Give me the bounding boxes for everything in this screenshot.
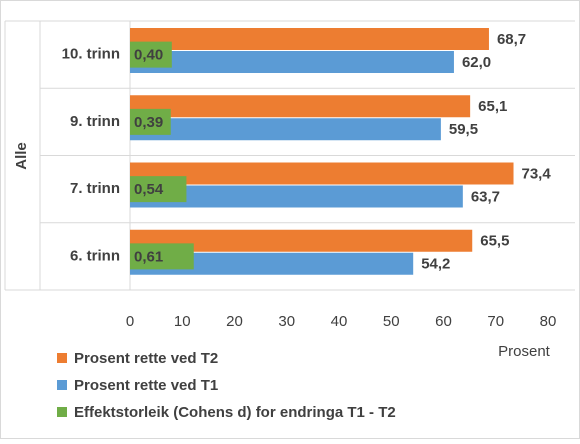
value-label: 0,61 bbox=[134, 248, 163, 265]
x-axis-label: Prosent bbox=[498, 343, 551, 360]
bar bbox=[130, 41, 172, 68]
x-tick-label: 30 bbox=[278, 313, 295, 330]
value-label: 0,39 bbox=[134, 114, 163, 131]
value-label: 65,1 bbox=[478, 98, 507, 115]
bar bbox=[130, 108, 171, 135]
legend-swatch bbox=[57, 353, 67, 363]
value-label: 54,2 bbox=[421, 256, 450, 273]
legend-label: Prosent rette ved T1 bbox=[74, 377, 218, 394]
category-label: 10. trinn bbox=[62, 46, 120, 63]
bar bbox=[130, 28, 489, 50]
legend-swatch bbox=[57, 407, 67, 417]
x-tick-label: 80 bbox=[540, 313, 557, 330]
value-label: 62,0 bbox=[462, 54, 491, 71]
value-label: 0,54 bbox=[134, 181, 164, 198]
x-tick-label: 20 bbox=[226, 313, 243, 330]
bar bbox=[130, 185, 463, 208]
category-label: 7. trinn bbox=[70, 180, 120, 197]
x-tick-label: 10 bbox=[174, 313, 191, 330]
bar bbox=[130, 162, 514, 185]
x-tick-label: 70 bbox=[487, 313, 504, 330]
x-tick-label: 50 bbox=[383, 313, 400, 330]
bar bbox=[130, 51, 454, 73]
legend-swatch bbox=[57, 380, 67, 390]
legend-label: Prosent rette ved T2 bbox=[74, 350, 218, 367]
x-tick-label: 60 bbox=[435, 313, 452, 330]
category-label: 9. trinn bbox=[70, 113, 120, 130]
value-label: 63,7 bbox=[471, 188, 500, 205]
bar bbox=[130, 252, 414, 275]
bar bbox=[130, 243, 194, 270]
bar bbox=[130, 118, 441, 141]
bar bbox=[130, 229, 473, 252]
bar bbox=[130, 176, 187, 203]
x-tick-label: 40 bbox=[331, 313, 348, 330]
group-label: Alle bbox=[13, 142, 30, 170]
value-label: 65,5 bbox=[480, 233, 509, 250]
value-label: 68,7 bbox=[497, 31, 526, 48]
value-label: 59,5 bbox=[449, 121, 478, 138]
x-tick-label: 0 bbox=[126, 313, 134, 330]
category-label: 6. trinn bbox=[70, 247, 120, 264]
bar bbox=[130, 95, 471, 118]
legend-label: Effektstorleik (Cohens d) for endringa T… bbox=[74, 404, 396, 421]
value-label: 0,40 bbox=[134, 47, 163, 64]
value-label: 73,4 bbox=[522, 165, 552, 182]
